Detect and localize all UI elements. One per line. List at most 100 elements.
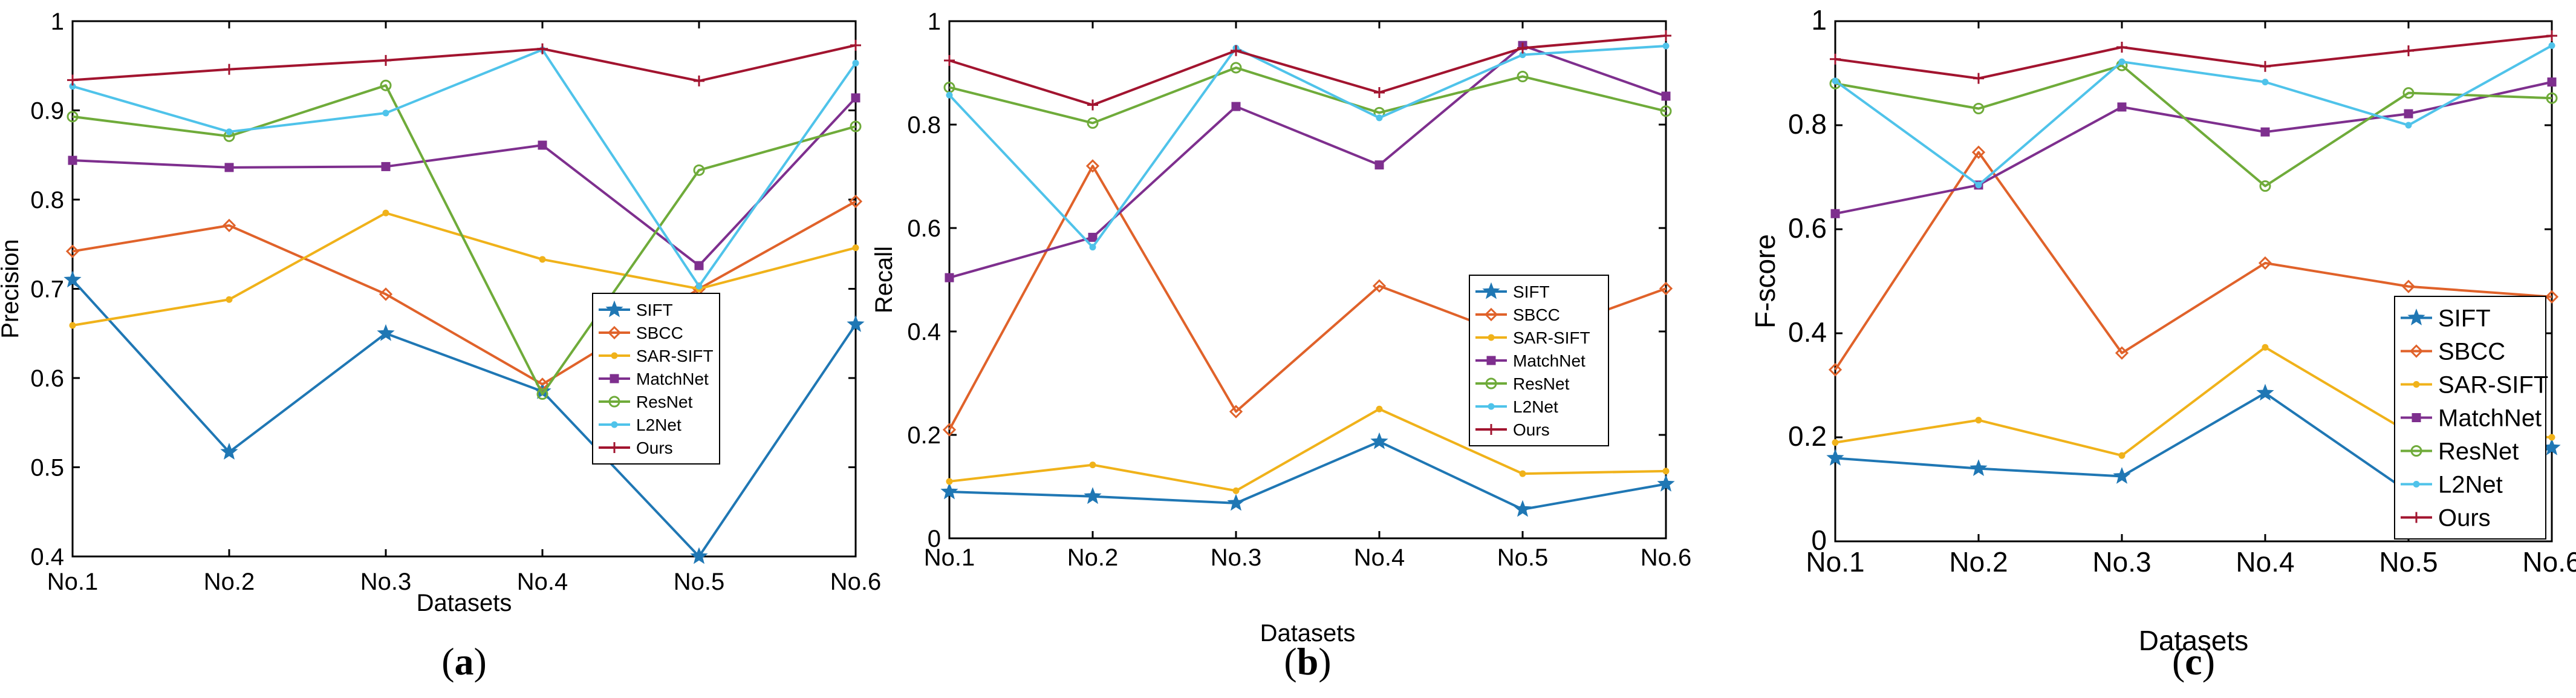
y-tick-label: 0.4 <box>907 319 941 345</box>
data-point-l2net <box>946 91 953 99</box>
data-point-resnet <box>536 388 548 400</box>
data-point-sift <box>847 315 865 332</box>
legend-label-sar-sift: SAR-SIFT <box>2438 372 2548 399</box>
series-line-resnet <box>949 66 1667 125</box>
legend-marker-l2net <box>611 421 618 428</box>
data-point-sar-sift <box>2262 344 2269 351</box>
series-line-matchnet <box>1835 80 2552 215</box>
y-tick-label: 0.6 <box>907 215 941 242</box>
data-point-matchnet <box>2117 102 2127 112</box>
x-tick-label: No.1 <box>924 544 975 571</box>
series-line-ours <box>949 34 1667 106</box>
y-tick-label: 0 <box>928 526 941 552</box>
data-point-sar-sift <box>1662 468 1670 475</box>
data-point-resnet <box>1973 102 1985 114</box>
y-tick-label: 0.6 <box>1788 212 1827 244</box>
x-tick-label: No.6 <box>2522 546 2576 578</box>
panel-label: (b) <box>1284 640 1331 683</box>
data-point-l2net <box>382 109 389 117</box>
legend-marker-sift <box>2407 308 2425 325</box>
series-line-sar-sift <box>72 212 856 327</box>
data-point-sar-sift <box>1376 405 1383 413</box>
x-tick-label: No.4 <box>517 569 568 595</box>
x-tick-label: No.1 <box>47 569 99 595</box>
y-tick-label: 0.7 <box>30 276 64 303</box>
data-point-sar-sift <box>1519 470 1526 477</box>
legend-marker-sar-sift <box>1488 334 1495 341</box>
series-line-sar-sift <box>949 408 1667 492</box>
data-point-matchnet <box>1661 91 1671 101</box>
x-tick-label: No.4 <box>1354 544 1405 571</box>
data-point-sar-sift <box>2118 452 2126 459</box>
data-point-matchnet <box>1088 232 1098 242</box>
data-point-sar-sift <box>226 296 233 303</box>
data-point-matchnet <box>1231 102 1241 111</box>
legend-label-matchnet: MatchNet <box>1513 351 1586 370</box>
x-axis-title: Datasets <box>417 590 512 616</box>
y-tick-label: 0.9 <box>30 98 64 125</box>
legend-label-sbcc: SBCC <box>1513 305 1560 324</box>
data-point-ours <box>1973 73 1984 84</box>
data-point-sift <box>2113 467 2131 484</box>
series-line-matchnet <box>72 97 857 267</box>
legend: SIFT SBCC SAR-SIFT MatchNet ResNet L2Net Ours <box>592 293 720 465</box>
data-point-l2net <box>226 128 233 135</box>
y-tick-label: 0.4 <box>1788 316 1827 348</box>
legend-marker-sbcc <box>2409 344 2424 358</box>
legend-marker-ours <box>2411 512 2422 523</box>
y-tick-label: 1 <box>1811 4 1827 36</box>
legend-label-ours: Ours <box>2438 505 2491 532</box>
data-point-sbcc <box>1659 281 1673 296</box>
legend: SIFT SBCC SAR-SIFT MatchNet ResNet L2Net Ours <box>1469 275 1609 446</box>
legend-label-matchnet: MatchNet <box>636 370 709 388</box>
x-tick-label: No.3 <box>1211 544 1262 571</box>
data-point-sbcc <box>2401 279 2416 293</box>
data-point-ours <box>2116 42 2127 53</box>
legend-label-sar-sift: SAR-SIFT <box>1513 328 1590 347</box>
series-line-l2net <box>72 48 857 288</box>
y-tick-label: 1 <box>51 8 64 35</box>
legend-label-sift: SIFT <box>636 301 673 319</box>
legend-marker-sbcc <box>607 325 622 340</box>
data-point-sbcc <box>2258 256 2272 270</box>
series-line-matchnet <box>949 44 1667 279</box>
data-point-sift <box>1969 459 1988 477</box>
data-point-resnet <box>850 120 862 132</box>
data-point-l2net <box>1662 42 1670 50</box>
data-point-sbcc <box>942 423 957 437</box>
legend-marker-ours <box>1486 424 1497 435</box>
legend-label-ours: Ours <box>1513 420 1550 439</box>
legend-label-sbcc: SBCC <box>636 324 683 342</box>
data-point-matchnet <box>381 161 391 171</box>
data-point-sbcc <box>1828 363 1843 377</box>
data-point-sbcc <box>222 218 236 232</box>
data-point-l2net <box>2262 79 2269 86</box>
legend-marker-sbcc <box>1484 307 1498 322</box>
x-tick-label: No.5 <box>674 569 725 595</box>
data-point-matchnet <box>68 155 77 165</box>
data-point-sift <box>1514 500 1532 517</box>
y-tick-label: 0.6 <box>30 365 64 392</box>
y-tick-label: 0.8 <box>30 187 64 214</box>
data-point-matchnet <box>538 140 547 150</box>
series-line-l2net <box>948 45 1667 249</box>
chart-panel-a: 0.4 0.5 0.6 0.7 0.8 0.9 1 No.1 No.2 No.3 No.4 No.5 N… <box>0 8 881 683</box>
data-point-sift <box>1370 432 1388 449</box>
data-point-matchnet <box>2404 109 2413 119</box>
legend-label-sbcc: SBCC <box>2438 339 2505 365</box>
legend-marker-resnet <box>1485 377 1497 390</box>
series-line-ours <box>1835 34 2552 80</box>
y-tick-label: 0.2 <box>1788 420 1827 452</box>
legend-marker-sar-sift <box>2413 381 2420 388</box>
y-axis-title: Precision <box>0 239 24 339</box>
legend-label-sift: SIFT <box>1513 282 1550 301</box>
data-point-ours <box>944 54 955 66</box>
data-point-l2net <box>2118 58 2126 65</box>
x-tick-label: No.6 <box>830 569 882 595</box>
data-point-l2net <box>1975 181 1982 189</box>
x-tick-label: No.5 <box>1497 544 1549 571</box>
data-point-l2net <box>2405 122 2412 129</box>
data-point-sbcc <box>1372 279 1387 293</box>
data-point-l2net <box>1832 77 1839 85</box>
x-tick-label: No.2 <box>1067 544 1119 571</box>
